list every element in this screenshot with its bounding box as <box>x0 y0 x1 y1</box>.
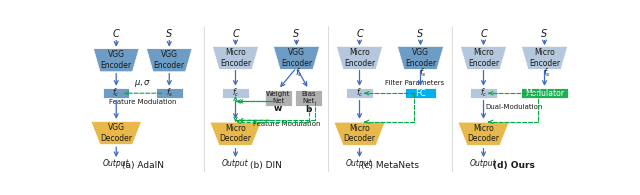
Text: Micro
Decoder: Micro Decoder <box>220 124 252 144</box>
Text: Modulator: Modulator <box>525 89 564 98</box>
Text: $\mathbf{w}$: $\mathbf{w}$ <box>273 105 284 113</box>
Polygon shape <box>210 122 261 145</box>
Polygon shape <box>91 121 141 145</box>
Polygon shape <box>522 46 568 70</box>
Text: (d) Ours: (d) Ours <box>493 161 535 170</box>
Text: Micro
Decoder: Micro Decoder <box>344 124 376 144</box>
Bar <box>265 90 292 106</box>
Text: C: C <box>232 29 239 39</box>
Text: $f_s$: $f_s$ <box>166 87 173 99</box>
Text: $f_s$: $f_s$ <box>419 67 427 79</box>
Text: C: C <box>113 29 120 39</box>
Text: FC: FC <box>415 89 426 98</box>
Text: C: C <box>480 29 487 39</box>
Text: Weight
Net: Weight Net <box>266 91 291 104</box>
Polygon shape <box>147 49 192 72</box>
Text: VGG
Encoder: VGG Encoder <box>154 51 185 70</box>
Text: $f_c$: $f_c$ <box>356 87 364 99</box>
Bar <box>404 88 436 98</box>
Text: (b) DIN: (b) DIN <box>250 161 282 170</box>
Bar <box>470 88 497 98</box>
Bar <box>295 90 322 106</box>
Text: Dual-Modulation: Dual-Modulation <box>485 104 543 110</box>
Text: Feature Modulation: Feature Modulation <box>109 99 177 105</box>
Text: $f_c$: $f_c$ <box>113 87 120 99</box>
Text: $f_c$: $f_c$ <box>480 87 487 99</box>
Text: VGG
Encoder: VGG Encoder <box>100 51 132 70</box>
Text: $\mu, \sigma$: $\mu, \sigma$ <box>134 78 152 89</box>
Bar <box>522 88 568 98</box>
Bar <box>222 88 249 98</box>
Text: Feature Modulation: Feature Modulation <box>253 121 321 127</box>
Text: Micro
Encoder: Micro Encoder <box>220 48 251 68</box>
Text: Micro
Encoder: Micro Encoder <box>468 48 499 68</box>
Text: S: S <box>166 29 172 39</box>
Text: VGG
Encoder: VGG Encoder <box>281 48 312 68</box>
Text: Output: Output <box>222 159 249 168</box>
Text: Output: Output <box>103 159 129 168</box>
Text: $\mathbf{b}$: $\mathbf{b}$ <box>305 104 313 114</box>
Text: (a) AdaIN: (a) AdaIN <box>122 161 164 170</box>
Polygon shape <box>212 46 259 70</box>
Bar <box>103 88 129 98</box>
Text: S: S <box>541 29 548 39</box>
Polygon shape <box>334 122 385 145</box>
Polygon shape <box>273 46 320 70</box>
Text: Output: Output <box>346 159 373 168</box>
Text: Bias
Net: Bias Net <box>301 91 316 104</box>
Text: C: C <box>356 29 363 39</box>
Polygon shape <box>336 46 383 70</box>
Polygon shape <box>93 49 139 72</box>
Text: Micro
Encoder: Micro Encoder <box>529 48 560 68</box>
Text: $f_c$: $f_c$ <box>232 87 239 99</box>
Polygon shape <box>397 46 444 70</box>
Bar <box>156 88 182 98</box>
Text: $f_s$: $f_s$ <box>543 67 551 79</box>
Bar <box>346 88 373 98</box>
Text: S: S <box>293 29 300 39</box>
Text: $f_s$: $f_s$ <box>295 67 303 79</box>
Text: (c) MetaNets: (c) MetaNets <box>361 161 419 170</box>
Text: Micro
Encoder: Micro Encoder <box>344 48 375 68</box>
Text: Filter Parameters: Filter Parameters <box>385 81 444 86</box>
Polygon shape <box>460 46 507 70</box>
Text: VGG
Encoder: VGG Encoder <box>405 48 436 68</box>
Text: VGG
Decoder: VGG Decoder <box>100 123 132 143</box>
Text: Output: Output <box>470 159 497 168</box>
Polygon shape <box>458 122 509 145</box>
Text: S: S <box>417 29 424 39</box>
Text: Micro
Decoder: Micro Decoder <box>467 124 499 144</box>
